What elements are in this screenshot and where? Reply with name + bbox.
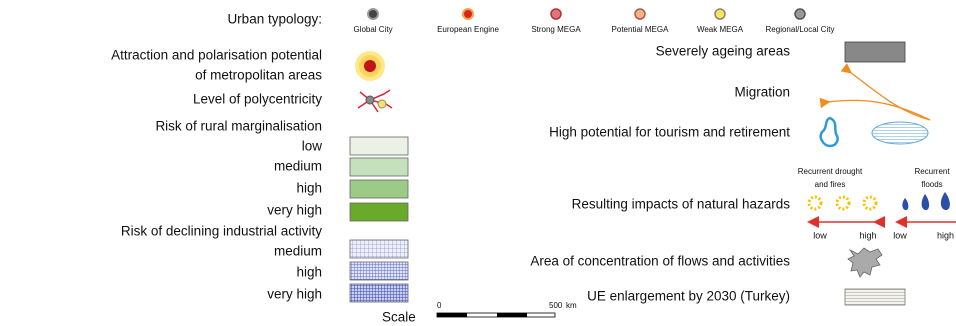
urban-type-label: Weak MEGA — [697, 25, 744, 34]
migration-label: Migration — [734, 85, 790, 100]
tourism-symbols — [821, 118, 928, 146]
rural-level: high — [296, 181, 322, 196]
drought-label: and fires — [815, 180, 846, 189]
rural-swatches — [350, 137, 408, 221]
drought-icons — [809, 197, 876, 209]
attraction-label: Attraction and polarisation potential — [111, 48, 322, 63]
flows-label: Area of concentration of flows and activ… — [530, 254, 790, 269]
rural-level: low — [302, 139, 323, 154]
migration-arrows — [828, 72, 930, 120]
legend: Urban typology: Global City European Eng… — [0, 0, 956, 326]
scale-bar — [437, 313, 555, 317]
scale-end: 500 — [549, 301, 563, 310]
industrial-level: medium — [274, 244, 322, 259]
hazards-label: Resulting impacts of natural hazards — [572, 197, 791, 212]
polycentricity-symbol — [358, 90, 392, 112]
ageing-label: Severely ageing areas — [656, 44, 791, 59]
page: Urban typology: Global City European Eng… — [0, 0, 956, 326]
urban-type-label: Global City — [353, 25, 392, 34]
tourism-label: High potential for tourism and retiremen… — [549, 125, 790, 140]
floods-label: Recurrent — [914, 167, 950, 176]
enlargement-swatch — [845, 289, 905, 305]
urban-symbols — [368, 9, 805, 19]
range-label: high — [937, 230, 954, 240]
flows-symbol — [848, 248, 882, 277]
industrial-swatches — [350, 240, 408, 302]
rural-title: Risk of rural marginalisation — [155, 119, 322, 134]
enlargement-label: UE enlargement by 2030 (Turkey) — [587, 289, 790, 304]
scale-label: Scale — [382, 310, 416, 325]
attraction-label: of metropolitan areas — [195, 68, 322, 83]
range-label: low — [893, 230, 907, 240]
industrial-level: very high — [267, 287, 322, 302]
drought-label: Recurrent drought — [798, 167, 863, 176]
range-label: high — [859, 230, 876, 240]
urban-type-label: Regional/Local City — [766, 25, 835, 34]
scale-start: 0 — [437, 301, 442, 310]
urban-type-label: Potential MEGA — [612, 25, 670, 34]
industrial-title: Risk of declining industrial activity — [121, 224, 322, 239]
scale-unit: km — [566, 301, 577, 310]
attraction-symbol — [355, 51, 385, 81]
industrial-level: high — [296, 265, 322, 280]
range-label: low — [813, 230, 827, 240]
rural-level: medium — [274, 159, 322, 174]
floods-label: floods — [921, 180, 942, 189]
urban-type-label: European Engine — [437, 25, 499, 34]
polycentricity-label: Level of polycentricity — [193, 92, 322, 107]
urban-typology-title: Urban typology: — [227, 12, 322, 27]
rural-level: very high — [267, 203, 322, 218]
flood-icons — [902, 192, 950, 210]
ageing-swatch — [845, 42, 905, 62]
urban-type-label: Strong MEGA — [531, 25, 581, 34]
